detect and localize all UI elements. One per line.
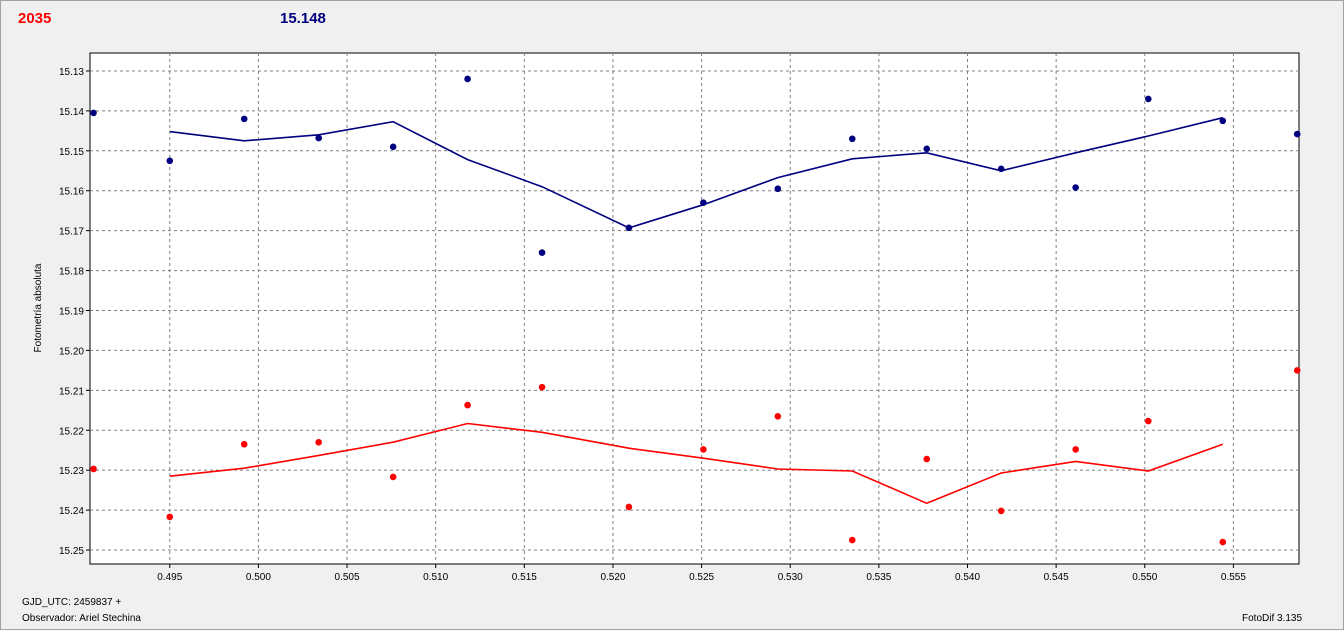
x-tick-label: 0.530 [778, 572, 803, 583]
y-axis: 15.13 15.14 15.15 15.16 15.17 15.18 15.19 15.20… [59, 67, 90, 557]
series-1-point [90, 465, 97, 473]
y-tick-label: 15.19 [59, 306, 84, 317]
x-tick-label: 0.510 [423, 572, 448, 583]
series-1-point [997, 507, 1005, 515]
series-1-point [923, 455, 931, 463]
y-tick-label: 15.20 [59, 346, 84, 357]
series-1-point [389, 473, 397, 481]
series-1-line [169, 422, 1224, 505]
series-1-point [464, 401, 471, 409]
series-0-point [1219, 117, 1227, 125]
series-0-point [389, 143, 397, 151]
y-tick-label: 15.18 [59, 267, 84, 278]
series-1-point [1219, 538, 1227, 546]
x-tick-label: 0.505 [335, 572, 360, 583]
series-0-point [240, 115, 248, 123]
header-left-value: 2035 [18, 10, 52, 27]
series-1-point [848, 536, 856, 544]
series-0-point [90, 109, 97, 117]
series-1-point [1072, 446, 1079, 453]
series-1-point [774, 412, 782, 420]
series-1-point [166, 513, 174, 521]
series-0-point [166, 157, 174, 165]
y-tick-label: 15.13 [59, 67, 84, 78]
series-1-point [625, 503, 633, 511]
series-1-point [240, 440, 248, 448]
series-0-point [774, 185, 782, 193]
series-1-point [700, 446, 707, 453]
series-0-point [1145, 95, 1152, 103]
x-tick-label: 0.540 [955, 572, 980, 583]
y-axis-label: Fotometría absoluta [33, 263, 44, 352]
series-0-point [538, 249, 546, 256]
series-1-point [315, 438, 322, 446]
y-tick-label: 15.16 [59, 187, 84, 198]
footer-observer: Observador: Ariel Stechina [22, 613, 141, 624]
series-1-point [538, 383, 546, 391]
x-tick-label: 0.545 [1044, 572, 1069, 583]
grid-lines [90, 53, 1299, 564]
x-tick-label: 0.525 [689, 572, 714, 583]
series-0-point [700, 199, 707, 207]
x-tick-label: 0.520 [600, 572, 625, 583]
y-tick-label: 15.25 [59, 546, 84, 557]
y-tick-label: 15.23 [59, 466, 84, 477]
x-tick-label: 0.535 [866, 572, 891, 583]
y-tick-label: 15.14 [59, 107, 84, 118]
y-tick-label: 15.24 [59, 506, 84, 517]
series-1-point [1293, 367, 1301, 374]
series-0-point [464, 75, 471, 83]
y-tick-label: 15.17 [59, 227, 84, 238]
series-1-point [1145, 417, 1152, 425]
series-0-point [923, 145, 931, 153]
x-tick-label: 0.555 [1221, 572, 1246, 583]
x-axis: 0.495 0.500 0.505 0.510 0.515 0.520 0.525 0.530… [157, 564, 1246, 583]
x-tick-label: 0.495 [157, 572, 182, 583]
series-0-point [1293, 130, 1301, 138]
series-0-point [625, 224, 633, 232]
series-0-point [315, 134, 322, 142]
header-right-value: 15.148 [280, 10, 326, 27]
x-tick-label: 0.515 [512, 572, 537, 583]
y-tick-label: 15.21 [59, 386, 84, 397]
series-0-point [997, 165, 1005, 173]
x-tick-label: 0.500 [246, 572, 271, 583]
x-tick-label: 0.550 [1132, 572, 1157, 583]
plot-area [89, 52, 1300, 565]
y-tick-label: 15.22 [59, 426, 84, 437]
series-0-point [848, 135, 856, 143]
footer-gjd: GJD_UTC: 2459837 + [22, 597, 122, 608]
y-tick-label: 15.15 [59, 147, 84, 158]
series-layer [90, 75, 1301, 546]
footer-version: FotoDif 3.135 [1242, 613, 1303, 624]
series-0-point [1072, 184, 1079, 191]
